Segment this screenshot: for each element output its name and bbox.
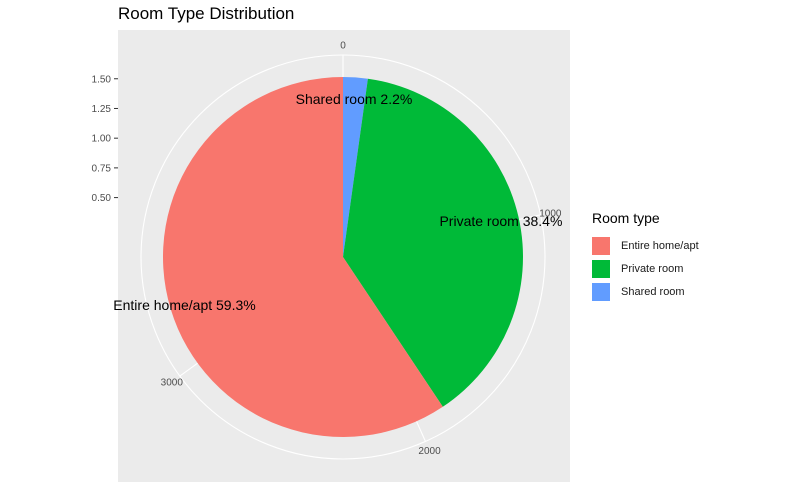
angular-tick-label: 0: [340, 41, 346, 52]
radial-tick-label: 0.50: [92, 193, 112, 204]
radial-tick-label: 1.50: [92, 74, 112, 85]
pie-slice-private-room: [343, 78, 523, 407]
slice-label-entire-home-apt: Entire home/apt 59.3%: [113, 297, 255, 313]
angular-tick-label: 3000: [161, 378, 184, 389]
angular-grid-line: [518, 214, 541, 220]
slice-label-private-room: Private room 38.4%: [439, 213, 562, 229]
pie-slice-entire-home-apt: [162, 77, 443, 438]
legend-item-shared-room: Shared room: [592, 280, 699, 303]
slice-label-shared-room: Shared room 2.2%: [296, 91, 413, 107]
legend-title: Room type: [592, 210, 660, 226]
legend-label: Private room: [621, 262, 684, 275]
angular-grid-line: [179, 362, 198, 377]
legend-swatch-shared-room: [592, 282, 610, 301]
legend-swatch-private-room: [592, 259, 610, 278]
radial-tick-label: 0.75: [92, 163, 112, 174]
legend-item-private-room: Private room: [592, 257, 699, 280]
slice-layer: [162, 77, 523, 438]
radial-tick-label: 1.25: [92, 104, 112, 115]
angular-tick-label: 2000: [418, 446, 441, 457]
label-layer: 0 1000 2000 3000 0.50 0.75 1.00 1.25 1.50 Entire …: [92, 41, 563, 458]
legend-swatch-entire-home: [592, 236, 610, 255]
legend-item-entire-home: Entire home/apt: [592, 234, 699, 257]
radial-tick-label: 1.00: [92, 134, 112, 145]
angular-grid-line: [415, 421, 426, 442]
legend-label: Shared room: [621, 285, 685, 298]
grid-layer: [140, 54, 546, 460]
legend: Room type Entire home/apt Private room S…: [592, 210, 699, 303]
pie-slice-shared-room: [343, 77, 368, 257]
legend-label: Entire home/apt: [621, 239, 699, 252]
angular-tick-label: 1000: [539, 208, 562, 219]
chart-title: Room Type Distribution: [118, 4, 295, 23]
